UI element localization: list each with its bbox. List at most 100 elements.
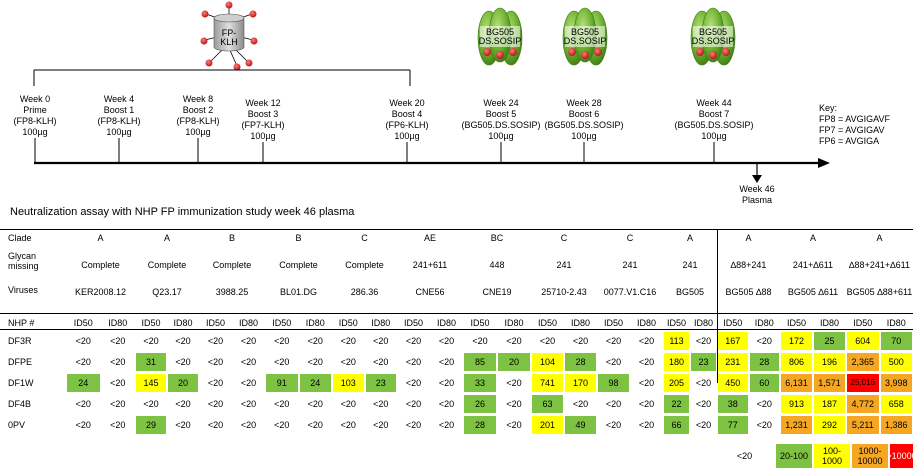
titer-cell: 5,211 [847, 416, 879, 434]
titer-cell: 196 [814, 353, 845, 371]
id80-header: ID80 [436, 318, 456, 328]
clade-cell: B [295, 232, 302, 243]
titer-cell: <20 [168, 416, 198, 434]
titer-cell: 231 [718, 353, 748, 371]
id80-header: ID80 [173, 318, 193, 328]
titer-cell: 172 [781, 332, 812, 350]
clade-cell: B [228, 232, 235, 243]
titer-cell: <20 [691, 332, 716, 350]
trimer-label: BG505 [486, 27, 514, 37]
timeline-event-line: Week 24 [483, 98, 518, 108]
id50-header: ID50 [403, 318, 423, 328]
glycan-cell: Complete [212, 260, 252, 270]
titer-cell: <20 [464, 332, 496, 350]
clade-cell: C [361, 232, 368, 243]
nhp-id: DF4B [8, 399, 32, 409]
titer-cell: 658 [880, 395, 912, 413]
virus-cell: BG505 ∆88+611 [846, 287, 913, 297]
timeline-event-line: Prime [23, 105, 47, 115]
clade-cell: A [97, 232, 104, 243]
titer-cell: 205 [664, 374, 689, 392]
id50-header: ID50 [853, 318, 873, 328]
titer-cell: <20 [431, 332, 462, 350]
immunization-timeline: FP- KLH BG505DS.SOSIPBG505DS.SOSIPBG505D… [13, 1, 890, 194]
virus-cell: CNE19 [482, 287, 512, 297]
nhp-id: DF3R [8, 336, 32, 346]
trimer-label: DS.SOSIP [564, 36, 607, 46]
clade-cell: A [745, 232, 752, 243]
timeline-event-line: (FP8-KLH) [176, 116, 219, 126]
timeline-event-line: (FP8-KLH) [13, 116, 56, 126]
id50-header: ID50 [666, 318, 686, 328]
titer-cell: 806 [781, 353, 812, 371]
titer-cell: <20 [398, 374, 429, 392]
timeline-event-line: Week 28 [566, 98, 601, 108]
titer-cell: <20 [136, 332, 166, 350]
glycan-row-label-2: missing [8, 260, 39, 271]
titer-cell: 4,772 [847, 395, 879, 413]
titer-cell: 6,131 [781, 374, 812, 392]
id80-header: ID80 [819, 318, 839, 328]
virus-cell: Q23.17 [152, 287, 182, 297]
titer-cell: <20 [101, 416, 134, 434]
glycan-cell: Complete [81, 260, 120, 270]
virus-cell: KER2008.12 [74, 287, 127, 297]
titer-cell: <20 [200, 332, 231, 350]
glycan-row-label-1: Glycan [8, 250, 37, 261]
titer-cell: <20 [749, 416, 779, 434]
timeline-event-line: (BG505.DS.SOSIP) [461, 120, 540, 130]
timeline-event-line: 100µg [571, 131, 596, 141]
titer-cell: 28 [464, 416, 496, 434]
titer-cell: 180 [664, 353, 689, 371]
titer-cell: 31 [136, 353, 166, 371]
titer-cell: <20 [565, 395, 596, 413]
titer-cell: <20 [398, 332, 429, 350]
virus-cell: BG505 ∆88 [725, 287, 772, 297]
titer-cell: 450 [718, 374, 748, 392]
legend-swatch: >10000 [890, 444, 913, 468]
titer-cell: <20 [365, 416, 396, 434]
timeline-event-line: Week 8 [183, 94, 213, 104]
fp-klh-label-2: KLH [220, 37, 238, 47]
titer-cell: 201 [532, 416, 563, 434]
table-rule [0, 229, 913, 230]
titer-cell: <20 [333, 353, 364, 371]
titer-cell: 49 [565, 416, 596, 434]
id80-header: ID80 [886, 318, 906, 328]
titer-cell: 741 [532, 374, 563, 392]
virus-cell: BG505 [675, 287, 705, 297]
id80-header: ID80 [693, 318, 713, 328]
clade-row-label: Clade [8, 232, 32, 243]
titer-cell: <20 [233, 395, 264, 413]
titer-cell: <20 [168, 353, 198, 371]
titer-cell: 24 [67, 374, 100, 392]
titer-cell: <20 [631, 395, 662, 413]
glycan-cell: Complete [345, 260, 384, 270]
titer-cell: 33 [464, 374, 496, 392]
titer-cell: 25 [814, 332, 845, 350]
titer-cell: 28 [749, 353, 779, 371]
titer-cell: <20 [431, 374, 462, 392]
clade-cell: C [626, 232, 634, 243]
trimer-label: DS.SOSIP [479, 36, 522, 46]
titer-cell: 85 [464, 353, 496, 371]
id80-header: ID80 [305, 318, 325, 328]
titer-cell: 60 [749, 374, 779, 392]
id80-header: ID80 [636, 318, 656, 328]
titer-cell: <20 [67, 353, 100, 371]
titer-cell: <20 [168, 395, 198, 413]
glycan-cell: ∆88+241+∆611 [849, 260, 910, 270]
titer-cell: <20 [365, 332, 396, 350]
key-fp8: FP8 = AVGIGAVF [819, 114, 890, 124]
id50-header: ID50 [723, 318, 743, 328]
id50-header: ID50 [603, 318, 623, 328]
titer-cell: <20 [200, 374, 231, 392]
timeline-event-line: Boost 1 [104, 105, 135, 115]
nhp-row-label: NHP # [8, 318, 35, 328]
titer-cell: <20 [598, 416, 629, 434]
titer-cell: 104 [532, 353, 563, 371]
